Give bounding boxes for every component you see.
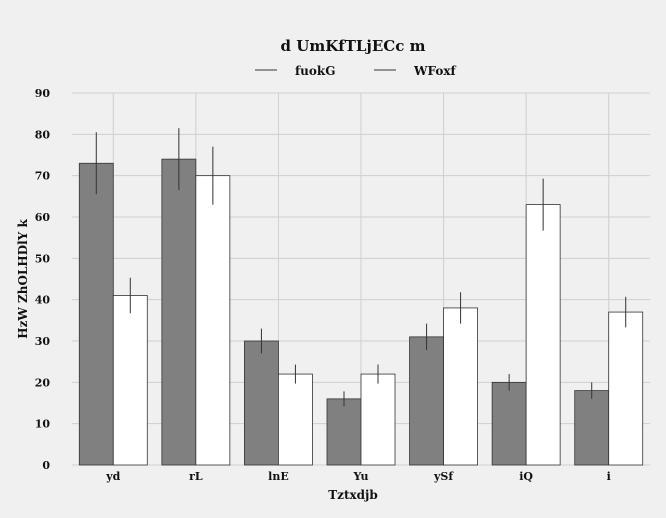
y-axis-label: HzW ZhOLHDlY k xyxy=(16,219,30,339)
y-tick-label: 0 xyxy=(42,459,50,472)
legend-label: fuokG xyxy=(295,64,335,78)
y-tick-label: 40 xyxy=(35,294,51,307)
x-tick-label: Yu xyxy=(353,470,369,483)
bar xyxy=(608,311,644,466)
bar xyxy=(112,295,148,466)
x-tick-label: ySf xyxy=(433,470,454,483)
legend: fuokG WFoxf xyxy=(255,64,456,78)
bar xyxy=(409,336,444,466)
x-tick-label: i xyxy=(607,470,611,483)
bar xyxy=(326,398,362,466)
bar xyxy=(78,162,114,466)
x-tick-label: lnE xyxy=(268,470,289,483)
y-tick-label: 20 xyxy=(35,376,51,389)
legend-item: fuokG xyxy=(255,64,335,78)
legend-label: WFoxf xyxy=(413,64,456,78)
y-tick-label: 50 xyxy=(35,252,51,265)
x-axis-ticks: yd rL lnE Yu ySf iQ i xyxy=(105,470,611,483)
bar xyxy=(443,307,478,466)
x-axis-label: Tztxdjb xyxy=(328,488,378,502)
bar xyxy=(244,340,279,466)
bar xyxy=(195,175,231,466)
y-tick-label: 70 xyxy=(35,170,51,183)
y-tick-label: 90 xyxy=(35,87,51,100)
bar xyxy=(574,390,610,466)
x-tick-label: rL xyxy=(189,470,203,483)
y-tick-label: 60 xyxy=(35,211,51,224)
x-tick-label: iQ xyxy=(519,470,533,483)
y-tick-label: 30 xyxy=(35,335,51,348)
bar xyxy=(525,204,561,466)
y-axis-ticks: 0 10 20 30 40 50 60 70 80 90 xyxy=(35,87,51,472)
series-fuokG xyxy=(78,128,610,466)
x-tick-label: yd xyxy=(105,470,120,483)
legend-item: WFoxf xyxy=(374,64,456,78)
series-WFoxf xyxy=(112,146,644,466)
bar xyxy=(278,373,313,466)
y-tick-label: 80 xyxy=(35,128,51,141)
bar xyxy=(360,373,396,466)
bars xyxy=(78,128,644,466)
bar xyxy=(491,381,527,466)
chart-title: d UmKfTLjECc m xyxy=(281,37,426,55)
y-tick-label: 10 xyxy=(35,418,51,431)
bar xyxy=(161,158,197,466)
